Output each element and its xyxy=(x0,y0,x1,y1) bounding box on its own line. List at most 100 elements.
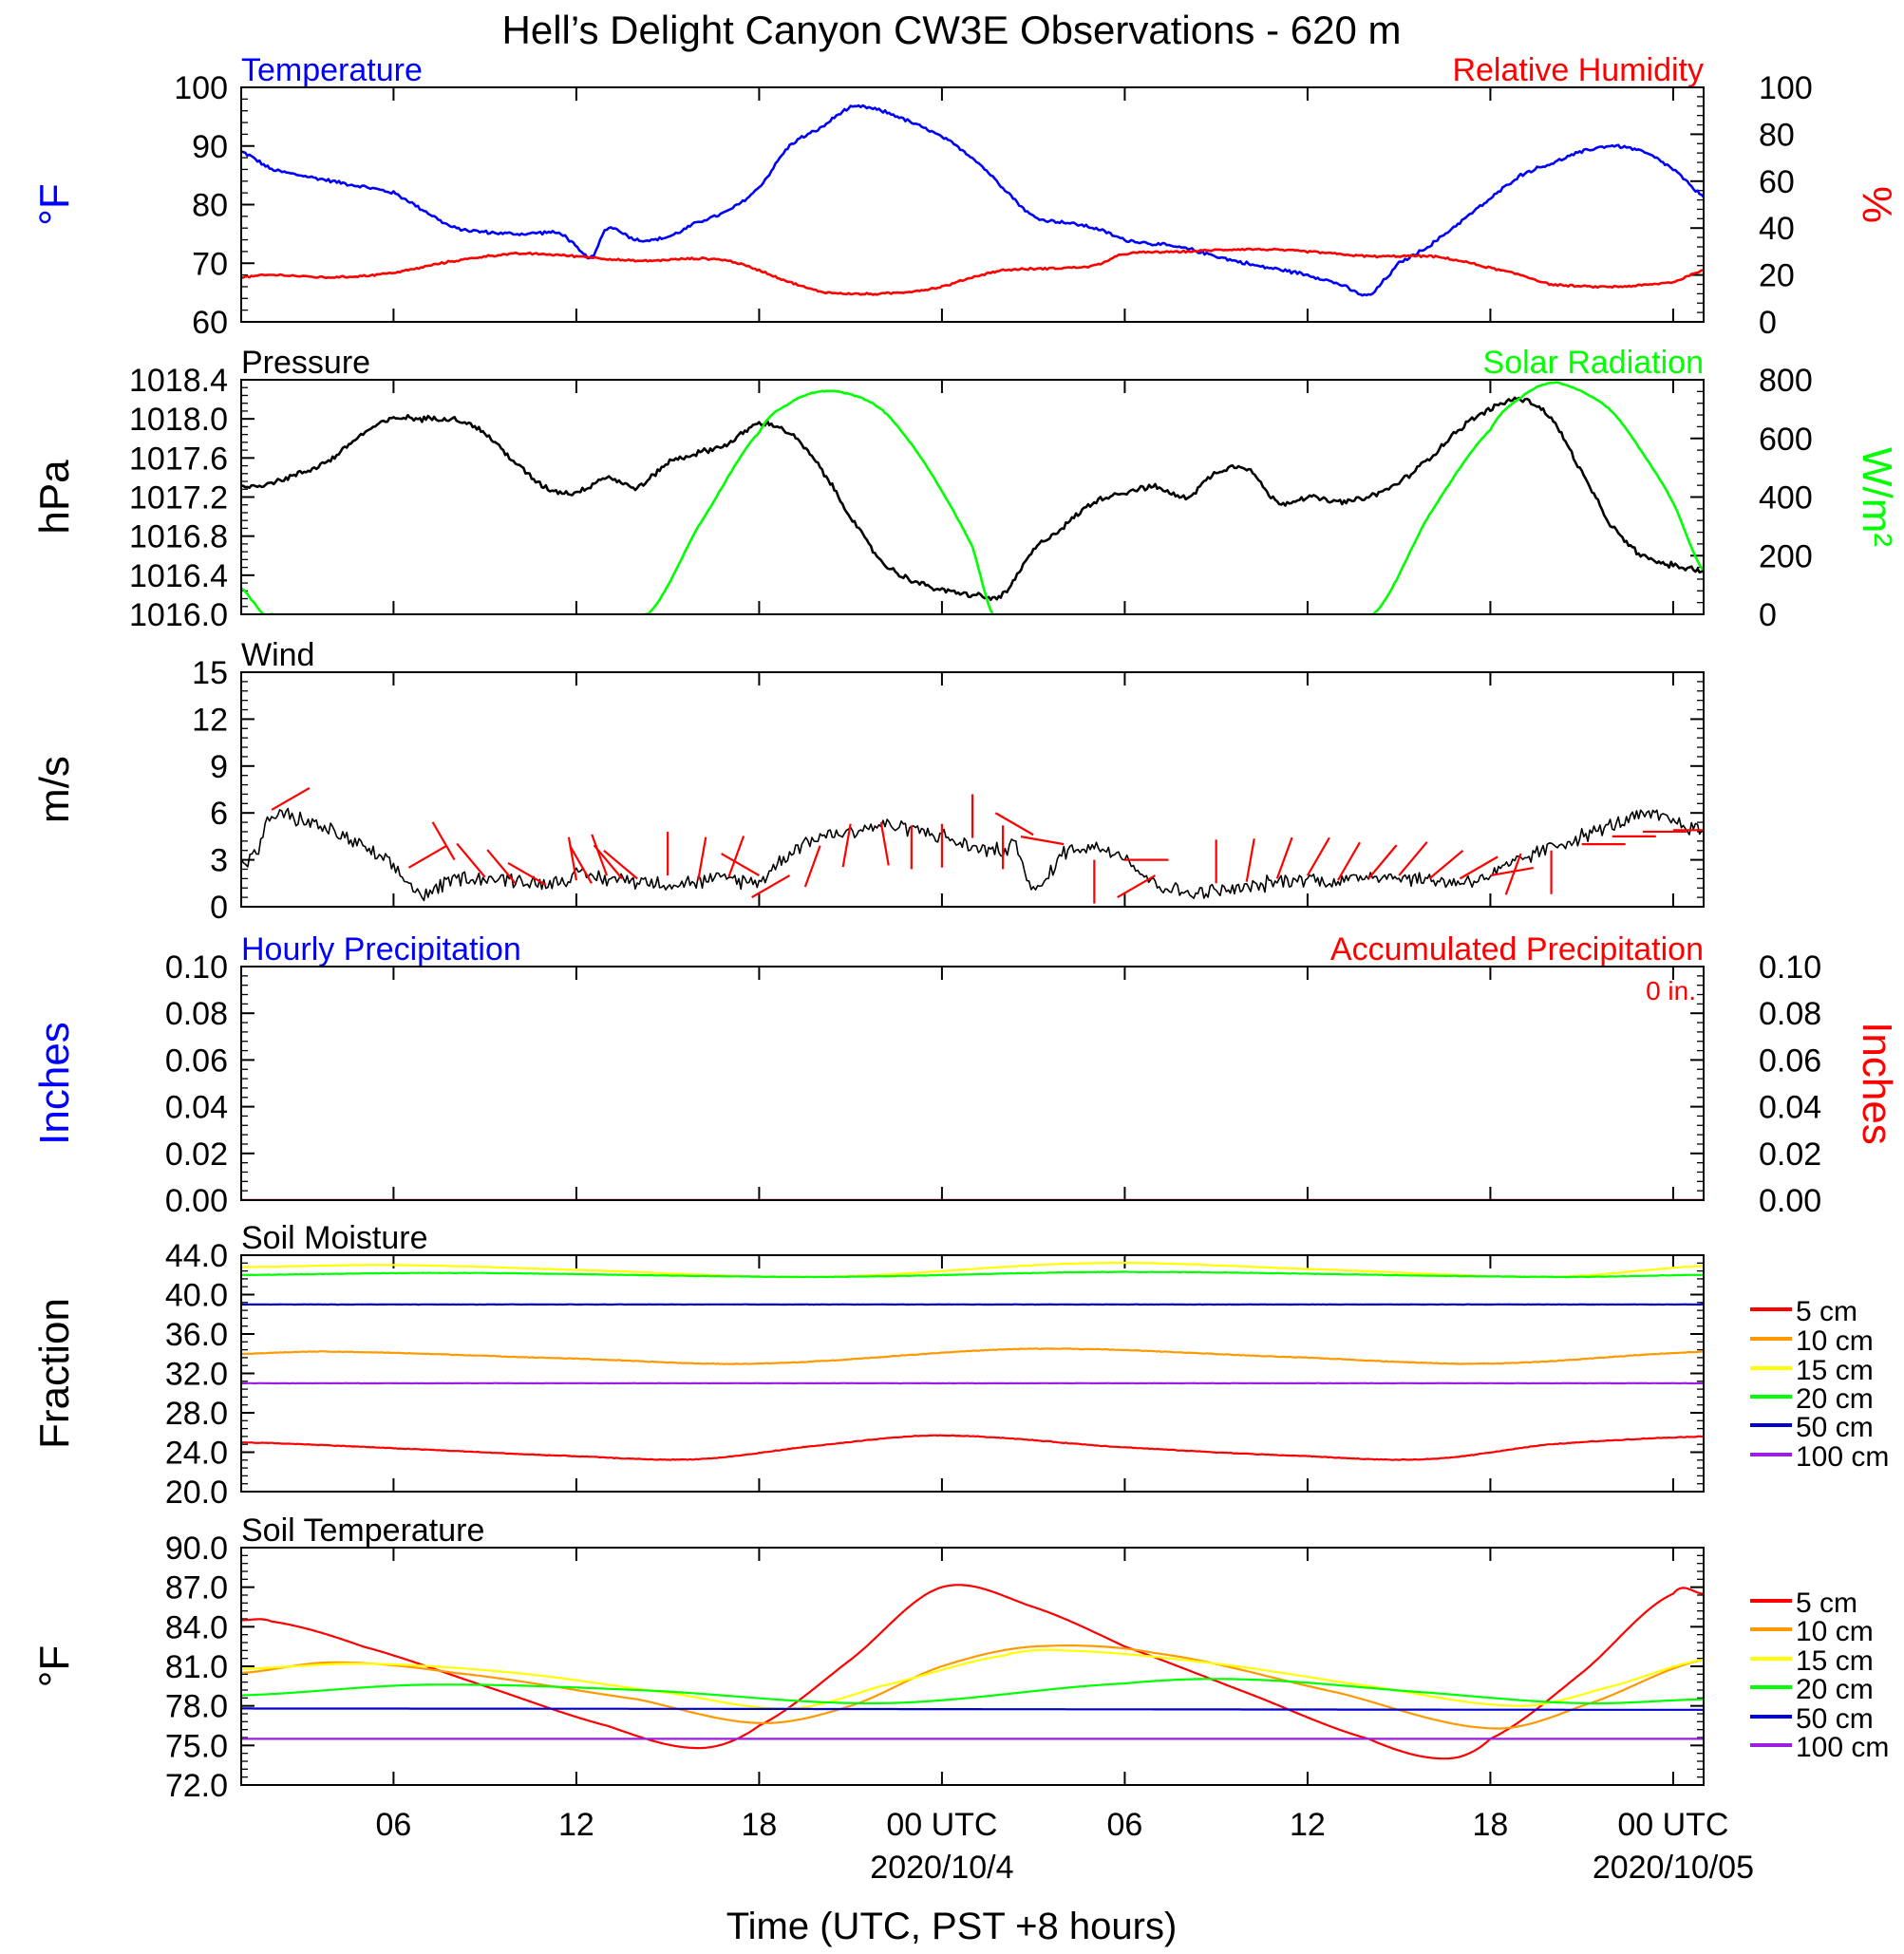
legend-label: 50 cm xyxy=(1796,1412,1874,1443)
y-axis-label: m/s xyxy=(31,756,78,823)
legend-label: 50 cm xyxy=(1796,1703,1874,1735)
panel-title-left: Soil Temperature xyxy=(241,1512,484,1549)
y-axis-label-right: % xyxy=(1854,186,1900,223)
legend-label: 5 cm xyxy=(1796,1296,1857,1327)
y-tick-label: 24.0 xyxy=(165,1436,228,1472)
wind-barb xyxy=(1337,841,1361,881)
series-line-10cm xyxy=(241,1347,1704,1365)
y-tick-label-right: 0 xyxy=(1759,597,1777,633)
y-tick-label: 1016.0 xyxy=(129,597,228,633)
y-tick-label-right: 200 xyxy=(1759,538,1813,574)
wind-barb xyxy=(841,823,852,868)
panel-5: Soil Moisture 20.024.0 28.032.0 36.040.0 44.… xyxy=(31,1220,1889,1511)
panel-frame xyxy=(240,86,1705,323)
wind-barb xyxy=(1504,853,1522,895)
panel-title-left: Wind xyxy=(241,637,314,673)
wind-barb xyxy=(1306,836,1330,876)
wind-barb xyxy=(271,786,311,811)
y-tick-label: 32.0 xyxy=(165,1357,228,1393)
wind-barb xyxy=(721,853,760,877)
y-axis-label: °F xyxy=(31,1645,78,1687)
panel-title-left: Hourly Precipitation xyxy=(241,931,521,968)
wind-barb xyxy=(569,844,593,884)
wind-barb xyxy=(1459,855,1499,880)
wind-barb xyxy=(803,845,821,888)
x-tick-label: 12 xyxy=(558,1807,594,1843)
y-tick-label-right: 0.00 xyxy=(1759,1183,1821,1219)
series-line-15cm xyxy=(241,1648,1704,1710)
wind-barb xyxy=(1398,841,1428,876)
y-tick-label: 84.0 xyxy=(165,1609,228,1645)
y-tick-label: 0 xyxy=(210,890,228,926)
y-tick-label: 1018.4 xyxy=(129,363,228,399)
wind-barb xyxy=(486,849,517,885)
wind-barb xyxy=(603,849,638,880)
y-tick-label: 28.0 xyxy=(165,1396,228,1432)
wind-barb xyxy=(1245,838,1255,882)
series-line-blue xyxy=(241,103,1704,297)
x-tick-label: 00 UTC xyxy=(1617,1807,1728,1843)
y-tick-label: 0.00 xyxy=(165,1183,228,1219)
panel-title-right: Relative Humidity xyxy=(1452,52,1704,88)
y-tick-label: 80 xyxy=(192,188,228,224)
y-tick-label-right: 0.10 xyxy=(1759,949,1821,986)
series-line-20cm xyxy=(241,1678,1704,1705)
y-tick-label: 0.08 xyxy=(165,996,228,1032)
legend-label: 15 cm xyxy=(1796,1645,1874,1677)
y-tick-label: 6 xyxy=(210,796,228,832)
y-tick-label: 90 xyxy=(192,129,228,165)
y-tick-label: 36.0 xyxy=(165,1317,228,1353)
y-tick-label: 44.0 xyxy=(165,1238,228,1274)
y-tick-label: 9 xyxy=(210,749,228,785)
wind-barb xyxy=(567,836,577,881)
legend-label: 5 cm xyxy=(1796,1588,1857,1619)
y-tick-label: 75.0 xyxy=(165,1728,228,1764)
y-tick-label: 90.0 xyxy=(165,1531,228,1567)
panel-3: Wind 0 3 6 9 12 15 m/s xyxy=(31,637,1705,926)
legend-label: 10 cm xyxy=(1796,1325,1874,1357)
wind-barb xyxy=(1020,836,1065,846)
wind-barb xyxy=(407,844,447,869)
wind-barb xyxy=(431,821,456,861)
y-tick-label-right: 600 xyxy=(1759,422,1813,458)
wind-barb xyxy=(994,812,1034,836)
y-tick-label-right: 0.06 xyxy=(1759,1043,1821,1079)
y-tick-label: 0.10 xyxy=(165,949,228,986)
y-axis-label: Fraction xyxy=(31,1298,78,1449)
y-tick-label: 78.0 xyxy=(165,1689,228,1725)
x-tick-label: 12 xyxy=(1290,1807,1326,1843)
plot-area xyxy=(241,103,1704,297)
y-tick-label: 1016.8 xyxy=(129,519,228,555)
y-tick-label: 15 xyxy=(192,655,228,691)
x-tick-label: 18 xyxy=(1473,1807,1509,1843)
y-axis-label-right: Inches xyxy=(1854,1022,1900,1145)
panel-frame xyxy=(240,1254,1705,1493)
wind-barb xyxy=(456,842,486,878)
wind-barb xyxy=(507,861,547,886)
x-axis-label: Time (UTC, PST +8 hours) xyxy=(726,1906,1178,1947)
series-line-10cm xyxy=(241,1644,1704,1730)
y-tick-label: 1017.6 xyxy=(129,441,228,477)
y-tick-label-right: 0 xyxy=(1759,305,1777,341)
y-tick-label-right: 40 xyxy=(1759,211,1795,247)
series-line-50cm xyxy=(241,1707,1704,1711)
wind-barb xyxy=(697,836,707,881)
y-tick-label: 1018.0 xyxy=(129,402,228,438)
wind-barb xyxy=(1117,874,1157,899)
y-tick-label-right: 20 xyxy=(1759,258,1795,294)
panel-6: Soil Temperature 72.0 75.078.0 81.0 84.087.0… xyxy=(31,1512,1889,1804)
panel-1: Temperature Relative Humidity 60 70 80 90 100 0… xyxy=(31,52,1900,341)
wind-barb xyxy=(1275,836,1293,879)
legend-label: 20 cm xyxy=(1796,1383,1874,1415)
panel-title-left: Soil Moisture xyxy=(241,1220,428,1256)
panel-frame xyxy=(240,1547,1705,1786)
y-tick-label: 87.0 xyxy=(165,1570,228,1606)
legend-label: 100 cm xyxy=(1796,1732,1889,1763)
y-tick-label: 12 xyxy=(192,702,228,738)
panel-title-left: Temperature xyxy=(241,52,423,88)
panel-title-right: Accumulated Precipitation xyxy=(1330,931,1704,968)
y-tick-label-right: 0.08 xyxy=(1759,996,1821,1032)
plot-area xyxy=(241,381,1704,614)
